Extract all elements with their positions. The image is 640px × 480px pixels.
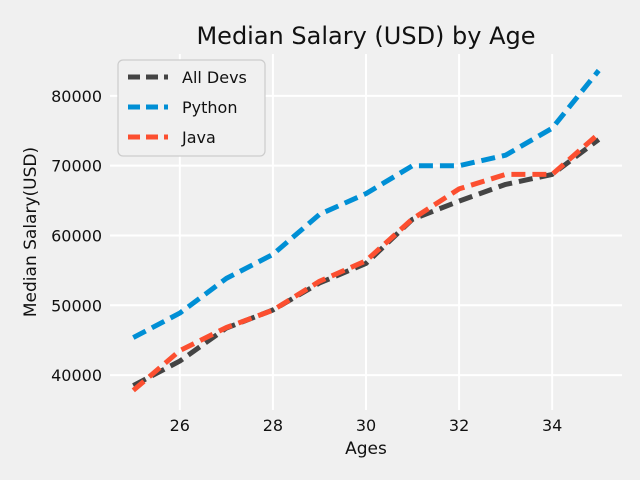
y-tick-label: 50000 xyxy=(51,296,102,315)
x-tick-label: 34 xyxy=(542,416,562,435)
chart-title: Median Salary (USD) by Age xyxy=(196,22,535,50)
x-tick-label: 32 xyxy=(449,416,469,435)
y-tick-label: 60000 xyxy=(51,226,102,245)
series-lines xyxy=(131,68,601,393)
legend-label-all-devs: All Devs xyxy=(182,68,247,87)
legend-label-python: Python xyxy=(182,98,237,117)
y-tick-label: 70000 xyxy=(51,157,102,176)
x-tick-label: 28 xyxy=(263,416,283,435)
y-tick-label: 40000 xyxy=(51,366,102,385)
legend: All Devs Python Java xyxy=(117,59,266,157)
series-line-all-devs xyxy=(132,137,601,388)
x-tick-label: 26 xyxy=(170,416,190,435)
series-line-java xyxy=(131,131,601,393)
x-tick-label: 30 xyxy=(356,416,376,435)
y-tick-label: 80000 xyxy=(51,87,102,106)
x-axis-label: Ages xyxy=(345,439,387,459)
legend-label-java: Java xyxy=(181,128,216,147)
y-tick-labels: 40000 50000 60000 70000 80000 xyxy=(51,87,102,385)
grid-lines xyxy=(110,54,622,410)
series-line-python xyxy=(132,68,601,340)
legend-box xyxy=(117,59,266,157)
y-axis-label: Median Salary(USD) xyxy=(21,147,41,317)
x-tick-labels: 26 28 30 32 34 xyxy=(170,416,563,435)
